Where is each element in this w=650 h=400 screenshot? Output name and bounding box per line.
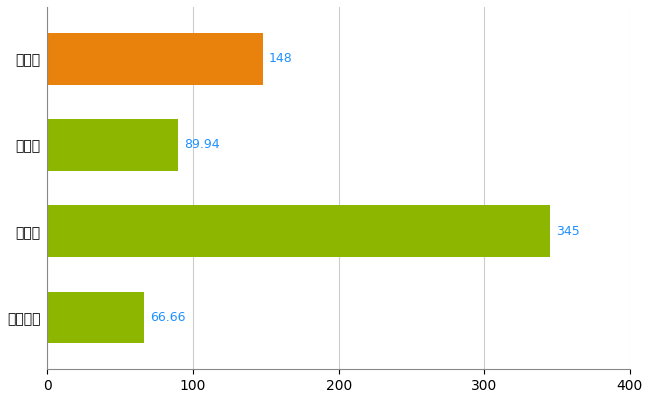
Bar bbox=[47, 33, 263, 84]
Bar bbox=[47, 292, 144, 344]
Bar bbox=[47, 119, 178, 171]
Text: 89.94: 89.94 bbox=[184, 138, 220, 152]
Bar bbox=[47, 205, 550, 257]
Text: 66.66: 66.66 bbox=[150, 311, 186, 324]
Text: 148: 148 bbox=[268, 52, 292, 65]
Text: 345: 345 bbox=[556, 225, 579, 238]
